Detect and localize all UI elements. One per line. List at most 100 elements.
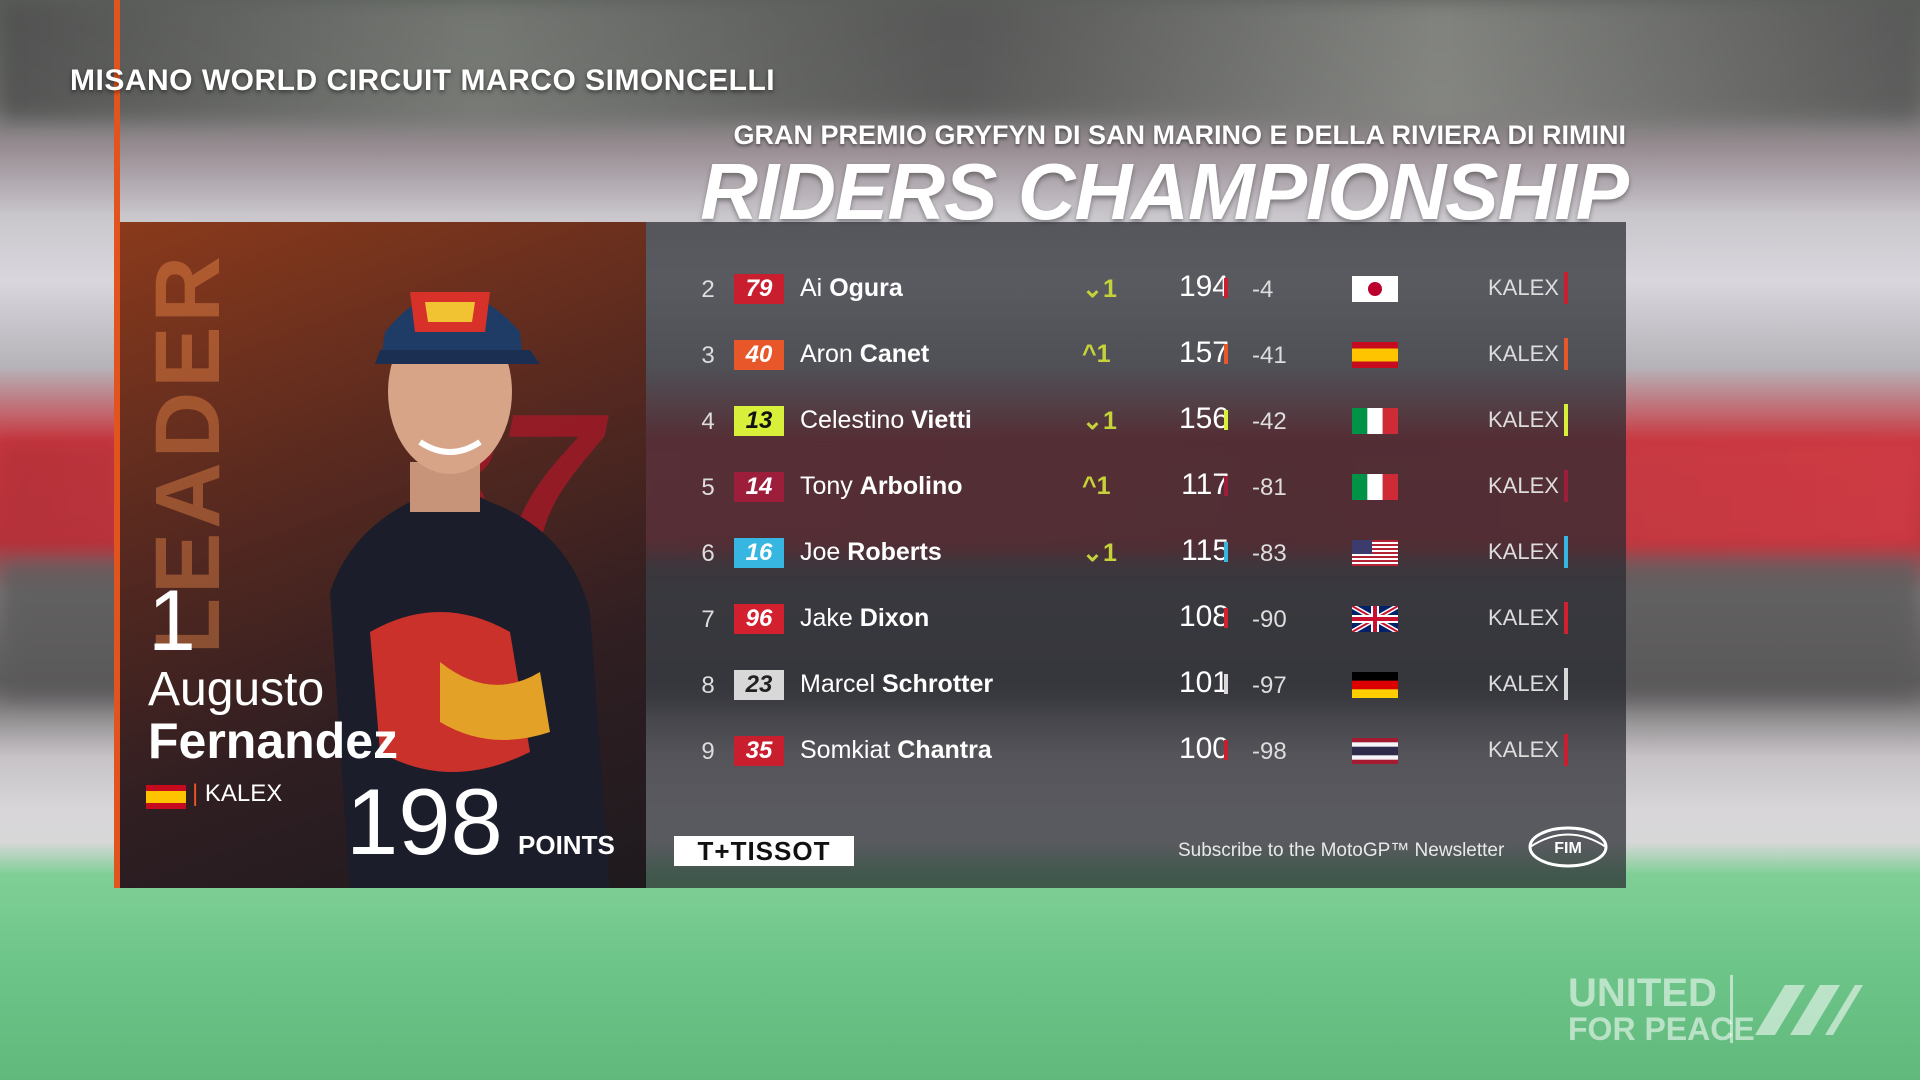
points-gap: -41 xyxy=(1252,342,1287,369)
team-name: KALEX xyxy=(1488,737,1559,762)
rider-points: 115 xyxy=(1181,534,1229,567)
tissot-logo: T+TISSOT xyxy=(674,836,854,866)
rider-name: Jake Dixon xyxy=(800,604,930,632)
rider-position: 9 xyxy=(701,738,715,765)
standings-row: 3 40 Aron Canet ^1 157 -41 KALEX xyxy=(646,322,1626,388)
points-gap: -97 xyxy=(1252,672,1287,699)
watermark-divider xyxy=(1730,975,1733,1043)
rider-number-badge: 96 xyxy=(734,604,784,634)
leader-team: | KALEX xyxy=(192,780,283,807)
points-gap: -4 xyxy=(1252,276,1274,303)
team-color-bar xyxy=(1224,740,1228,760)
rider-name: Celestino Vietti xyxy=(800,406,972,434)
rider-number-badge: 79 xyxy=(734,274,784,304)
rider-name: Marcel Schrotter xyxy=(800,670,994,698)
rider-points: 194 xyxy=(1178,270,1229,303)
team-color-bar xyxy=(1224,344,1228,364)
team-accent-bar xyxy=(1564,536,1568,568)
team-color-bar xyxy=(1224,674,1228,694)
position-change: ^1 xyxy=(1082,472,1111,500)
rider-number-badge: 13 xyxy=(734,406,784,436)
standings-table: 2 79 Ai Ogura ⌄1 194 -4 KALEX 3 40 Aron … xyxy=(646,222,1626,888)
bg-track-band xyxy=(0,0,1920,120)
rider-photo xyxy=(330,292,610,888)
rider-position: 6 xyxy=(701,540,715,567)
team-name: KALEX xyxy=(1488,473,1559,498)
championship-title: RIDERS CHAMPIONSHIP xyxy=(700,147,1629,236)
rider-number-badge: 40 xyxy=(734,340,784,370)
points-label: POINTS xyxy=(518,830,615,860)
rider-points: 101 xyxy=(1178,666,1229,699)
rider-position: 5 xyxy=(701,474,715,501)
rider-points: 156 xyxy=(1178,402,1229,435)
team-accent-bar xyxy=(1564,734,1568,766)
rider-number-badge: 16 xyxy=(734,538,784,568)
leader-position: 1 xyxy=(148,573,196,669)
team-color-bar xyxy=(1224,410,1228,430)
leader-first-name: Augusto xyxy=(148,663,325,716)
team-color-bar xyxy=(1224,278,1228,298)
team-color-bar xyxy=(1224,608,1228,628)
rider-name: Ai Ogura xyxy=(800,274,903,302)
germany-flag-icon xyxy=(1352,672,1398,698)
usa-flag-icon xyxy=(1352,540,1398,566)
points-gap: -42 xyxy=(1252,408,1287,435)
italy-flag-icon xyxy=(1352,408,1398,434)
spain-flag-icon xyxy=(1352,342,1398,368)
rider-number-badge: 14 xyxy=(734,472,784,502)
united-for-peace-watermark: UNITED FOR PEACE xyxy=(1568,971,1755,1047)
standings-row: 5 14 Tony Arbolino ^1 117 -81 KALEX xyxy=(646,454,1626,520)
team-color-bar xyxy=(1224,476,1228,496)
spain-flag-icon xyxy=(146,785,186,809)
fim-logo-icon: FIM xyxy=(1528,826,1608,868)
standings-row: 4 13 Celestino Vietti ⌄1 156 -42 KALEX xyxy=(646,388,1626,454)
leader-last-name: Fernandez xyxy=(148,713,399,769)
position-change: ⌄1 xyxy=(1082,539,1117,567)
points-gap: -81 xyxy=(1252,474,1287,501)
rider-position: 4 xyxy=(701,408,715,435)
team-name: KALEX xyxy=(1488,671,1559,696)
svg-text:FIM: FIM xyxy=(1554,840,1582,857)
newsletter-link[interactable]: Subscribe to the MotoGP™ Newsletter xyxy=(1178,840,1505,861)
team-name: KALEX xyxy=(1488,275,1559,300)
motogp-logo-icon xyxy=(1755,985,1863,1035)
team-accent-bar xyxy=(1564,338,1568,370)
rider-position: 8 xyxy=(701,672,715,699)
rider-position: 3 xyxy=(701,342,715,369)
team-name: KALEX xyxy=(1488,605,1559,630)
team-color-bar xyxy=(1224,542,1228,562)
rider-name: Aron Canet xyxy=(800,340,930,368)
position-change: ^1 xyxy=(1082,340,1111,368)
standings-row: 2 79 Ai Ogura ⌄1 194 -4 KALEX xyxy=(646,256,1626,322)
rider-points: 108 xyxy=(1178,600,1229,633)
standings-row: 8 23 Marcel Schrotter 101 -97 KALEX xyxy=(646,652,1626,718)
japan-flag-icon xyxy=(1352,276,1398,302)
standings-row: 6 16 Joe Roberts ⌄1 115 -83 KALEX xyxy=(646,520,1626,586)
standings-row: 9 35 Somkiat Chantra 100 -98 KALEX xyxy=(646,718,1626,784)
team-accent-bar xyxy=(1564,404,1568,436)
rider-number-badge: 23 xyxy=(734,670,784,700)
team-accent-bar xyxy=(1564,272,1568,304)
team-name: KALEX xyxy=(1488,341,1559,366)
rider-name: Joe Roberts xyxy=(800,538,942,566)
team-accent-bar xyxy=(1564,602,1568,634)
leader-panel: LEADER 37 1 Augusto Fernandez | KALEX 19… xyxy=(120,222,646,888)
rider-position: 2 xyxy=(701,276,715,303)
team-accent-bar xyxy=(1564,470,1568,502)
uk-flag-icon xyxy=(1352,606,1398,632)
rider-number-badge: 35 xyxy=(734,736,784,766)
rider-points: 117 xyxy=(1181,468,1229,501)
points-gap: -83 xyxy=(1252,540,1287,567)
venue-title: MISANO WORLD CIRCUIT MARCO SIMONCELLI xyxy=(70,64,776,97)
rider-position: 7 xyxy=(701,606,715,633)
rider-name: Somkiat Chantra xyxy=(800,736,992,764)
rider-name: Tony Arbolino xyxy=(800,472,963,500)
italy-flag-icon xyxy=(1352,474,1398,500)
rider-points: 157 xyxy=(1178,336,1229,369)
rider-points: 100 xyxy=(1178,732,1229,765)
team-name: KALEX xyxy=(1488,539,1559,564)
points-gap: -90 xyxy=(1252,606,1287,633)
grand-prix-title: GRAN PREMIO GRYFYN DI SAN MARINO E DELLA… xyxy=(733,120,1626,150)
standings-row: 7 96 Jake Dixon 108 -90 KALEX xyxy=(646,586,1626,652)
points-gap: -98 xyxy=(1252,738,1287,765)
